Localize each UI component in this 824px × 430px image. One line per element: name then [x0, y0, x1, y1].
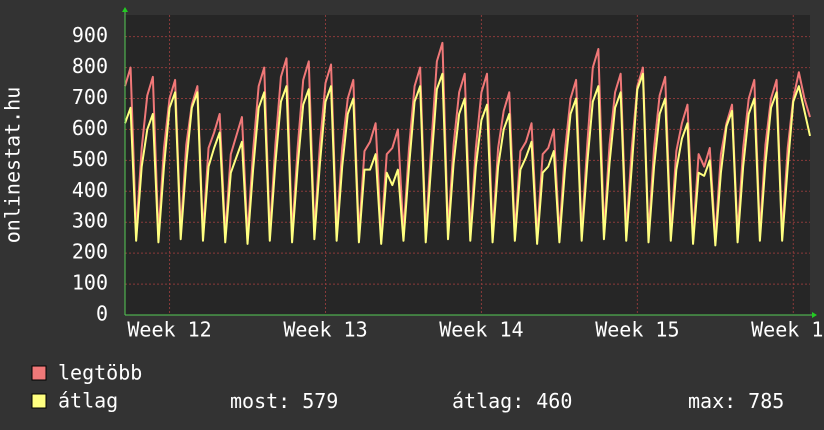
legend-swatch	[31, 393, 47, 409]
y-tick-label: 200	[72, 240, 108, 264]
y-arrow	[122, 7, 128, 12]
lines	[124, 41, 811, 247]
stat-label: most:	[230, 389, 290, 413]
y-tick-label: 900	[72, 23, 108, 47]
stat-value: 579	[302, 389, 338, 413]
legend-label: legtöbb	[58, 361, 142, 385]
x-tick-label: Week 12	[127, 318, 211, 342]
stat-value: 785	[748, 389, 784, 413]
y-tick-label: 500	[72, 147, 108, 171]
tick-labels: 0 100 200 300 400 500 600 700 800 900 Week 12 Week …	[72, 23, 824, 341]
stat: átlag: 460	[452, 389, 572, 413]
y-tick-label: 0	[96, 302, 108, 326]
stat-label: átlag:	[452, 389, 524, 413]
y-tick-label: 400	[72, 178, 108, 202]
y-tick-label: 700	[72, 85, 108, 109]
y-tick-label: 100	[72, 271, 108, 295]
x-tick-label: Week 16	[751, 318, 824, 342]
x-tick-label: Week 14	[439, 318, 523, 342]
stat: max: 785	[688, 389, 784, 413]
y-axis-label: onlinestat.hu	[1, 87, 25, 244]
y-tick-label: 600	[72, 116, 108, 140]
grid	[125, 15, 810, 316]
y-tick-label: 800	[72, 54, 108, 78]
series-line	[124, 72, 811, 247]
stat-label: max:	[688, 389, 736, 413]
stat: most: 579	[230, 389, 338, 413]
x-tick-label: Week 13	[283, 318, 367, 342]
y-tick-label: 300	[72, 209, 108, 233]
x-arrow	[812, 312, 817, 318]
legend-label: átlag	[58, 389, 118, 413]
legend-swatch	[31, 365, 47, 381]
legend: legtöbb átlag	[31, 361, 142, 413]
stat-value: 460	[536, 389, 572, 413]
x-tick-label: Week 15	[595, 318, 679, 342]
